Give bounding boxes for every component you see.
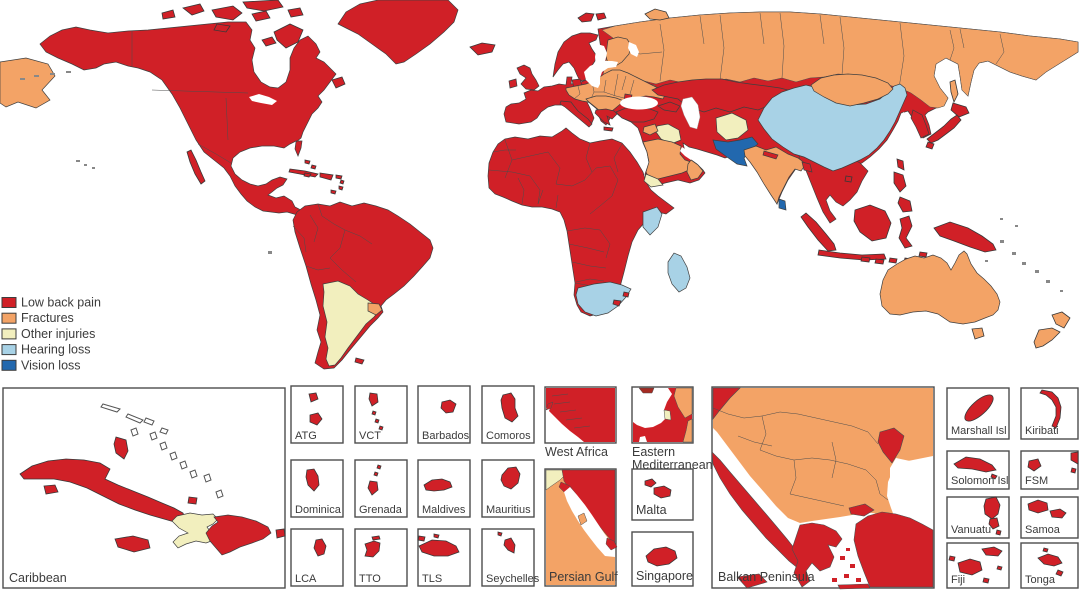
- svg-text:Maldives: Maldives: [422, 504, 466, 516]
- svg-text:TLS: TLS: [422, 573, 442, 585]
- svg-text:Eastern: Eastern: [632, 445, 675, 459]
- svg-text:Dominica: Dominica: [295, 504, 342, 516]
- svg-text:Mauritius: Mauritius: [486, 504, 531, 516]
- svg-text:Caribbean: Caribbean: [9, 571, 67, 585]
- svg-text:Kiribati: Kiribati: [1025, 425, 1059, 437]
- svg-text:Malta: Malta: [636, 503, 667, 517]
- svg-text:Solomon Isl: Solomon Isl: [951, 475, 1008, 487]
- svg-text:Grenada: Grenada: [359, 504, 403, 516]
- svg-text:Marshall Isl: Marshall Isl: [951, 425, 1007, 437]
- svg-text:TTO: TTO: [359, 573, 381, 585]
- svg-text:Barbados: Barbados: [422, 430, 470, 442]
- svg-text:Vanuatu: Vanuatu: [951, 524, 991, 536]
- svg-text:Fiji: Fiji: [951, 574, 965, 586]
- svg-text:Comoros: Comoros: [486, 430, 531, 442]
- svg-text:Fractures: Fractures: [21, 311, 74, 325]
- svg-text:Singapore: Singapore: [636, 569, 693, 583]
- svg-text:FSM: FSM: [1025, 475, 1048, 487]
- svg-text:VCT: VCT: [359, 430, 381, 442]
- svg-text:Seychelles: Seychelles: [486, 573, 540, 585]
- svg-text:ATG: ATG: [295, 430, 317, 442]
- svg-text:Low back pain: Low back pain: [21, 296, 101, 310]
- svg-text:Persian Gulf: Persian Gulf: [549, 570, 618, 584]
- svg-text:Samoa: Samoa: [1025, 524, 1061, 536]
- svg-text:Hearing loss: Hearing loss: [21, 343, 90, 357]
- svg-text:Vision loss: Vision loss: [21, 358, 81, 372]
- svg-text:West Africa: West Africa: [545, 445, 608, 459]
- svg-text:LCA: LCA: [295, 573, 317, 585]
- svg-text:Other injuries: Other injuries: [21, 327, 95, 341]
- svg-text:Tonga: Tonga: [1025, 574, 1056, 586]
- svg-text:Balkan Peninsula: Balkan Peninsula: [718, 570, 815, 584]
